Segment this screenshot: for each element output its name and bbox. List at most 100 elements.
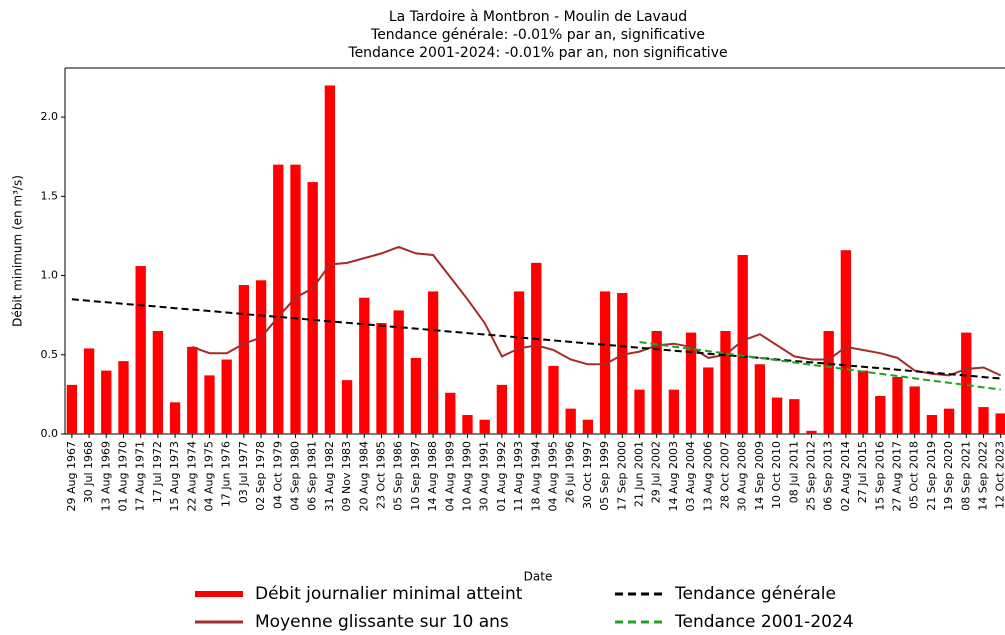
chart-subtitle: Tendance 2001-2024: -0.01% par an, non s…	[347, 45, 727, 61]
x-tick-label: 04 Aug 1975	[202, 441, 215, 511]
bar	[909, 386, 920, 434]
x-tick-label: 14 Sep 2009	[753, 441, 766, 511]
x-tick-label: 09 Nov 1983	[340, 441, 353, 511]
bar	[359, 297, 370, 434]
bar	[926, 414, 938, 434]
x-tick-label: 12 Oct 2023	[994, 441, 1005, 509]
y-tick-label: 0.0	[41, 427, 59, 440]
bar	[617, 292, 628, 434]
bar	[840, 250, 852, 434]
x-tick-label: 15 Sep 2016	[873, 441, 886, 511]
x-tick-label: 01 Aug 1970	[116, 441, 129, 511]
x-tick-label: 10 Sep 1987	[409, 441, 422, 511]
x-tick-label: 13 Aug 2006	[701, 441, 714, 511]
x-tick-label: 26 Jul 1996	[564, 441, 577, 503]
x-tick-label: 31 Aug 1982	[323, 441, 336, 511]
bar	[324, 85, 336, 434]
bar	[496, 384, 508, 434]
x-tick-label: 18 Aug 1994	[529, 441, 542, 511]
x-tick-label: 30 Aug 1991	[478, 441, 491, 511]
bar	[703, 367, 714, 434]
bar	[978, 407, 989, 434]
bar	[187, 346, 198, 434]
x-tick-label: 08 Jul 2011	[787, 441, 800, 503]
bar	[204, 375, 215, 434]
bar	[83, 348, 95, 434]
x-axis-label: Date	[524, 570, 553, 584]
bar	[806, 430, 817, 434]
bar	[531, 262, 542, 434]
bar	[393, 310, 404, 434]
bar	[668, 389, 680, 434]
x-tick-label: 29 Aug 1967	[65, 441, 78, 511]
x-tick-label: 30 Jul 1968	[82, 441, 95, 503]
x-tick-label: 04 Aug 1989	[443, 441, 456, 511]
x-tick-label: 14 Sep 2022	[976, 441, 989, 511]
x-tick-label: 25 Sep 2012	[804, 441, 817, 511]
bar	[513, 291, 525, 434]
x-tick-label: 06 Sep 1981	[306, 441, 319, 511]
bar	[238, 285, 250, 434]
x-tick-label: 03 Jul 1977	[237, 441, 250, 503]
bar	[427, 291, 439, 434]
bar	[101, 370, 112, 434]
x-tick-label: 20 Aug 1984	[357, 441, 370, 511]
x-tick-label: 04 Sep 1980	[288, 441, 301, 511]
x-tick-label: 21 Jun 2001	[632, 441, 645, 507]
bar	[857, 370, 869, 434]
x-tick-label: 05 Sep 1986	[392, 441, 405, 511]
x-tick-label: 17 Sep 2000	[615, 441, 628, 511]
bar	[685, 332, 697, 434]
x-tick-label: 08 Sep 2021	[959, 441, 972, 511]
x-tick-label: 23 Oct 1985	[374, 441, 387, 509]
x-tick-label: 27 Jul 2015	[856, 441, 869, 503]
bar	[754, 364, 766, 434]
chart-title: La Tardoire à Montbron - Moulin de Lavau…	[389, 9, 687, 25]
legend-label: Tendance générale	[674, 584, 836, 604]
x-tick-label: 29 Jul 2002	[650, 441, 663, 503]
bar	[118, 361, 129, 434]
bar	[892, 376, 903, 434]
x-tick-label: 06 Sep 2013	[822, 441, 835, 511]
bar	[651, 331, 662, 434]
y-tick-label: 0.5	[41, 348, 59, 361]
x-tick-label: 04 Aug 1995	[546, 441, 559, 511]
line	[71, 298, 1001, 380]
bar	[341, 380, 353, 434]
bar	[634, 389, 645, 434]
x-tick-label: 03 Aug 2004	[684, 441, 697, 511]
x-tick-label: 11 Aug 1993	[512, 441, 525, 511]
bar	[66, 384, 78, 434]
bar	[943, 408, 955, 434]
x-tick-label: 28 Oct 2007	[718, 441, 731, 509]
x-tick-label: 02 Sep 1978	[254, 441, 267, 511]
bar	[961, 332, 972, 434]
bar	[823, 331, 834, 434]
x-tick-label: 10 Oct 2010	[770, 441, 783, 509]
y-tick-label: 2.0	[41, 110, 59, 123]
bar	[221, 359, 232, 434]
x-tick-label: 05 Sep 1999	[598, 441, 611, 511]
bar	[720, 331, 731, 434]
bar	[599, 291, 611, 434]
bar	[995, 413, 1005, 434]
legend-label: Tendance 2001-2024	[674, 612, 854, 632]
line	[639, 341, 1001, 391]
legend-label: Moyenne glissante sur 10 ans	[255, 612, 509, 632]
bar	[737, 254, 748, 434]
bar	[462, 414, 473, 434]
bar	[789, 399, 800, 434]
x-tick-label: 17 Jun 1976	[220, 441, 233, 507]
x-tick-label: 02 Aug 2014	[839, 441, 852, 511]
legend-label: Débit journalier minimal atteint	[255, 584, 523, 604]
x-tick-label: 15 Aug 1973	[168, 441, 181, 511]
x-tick-label: 05 Oct 2018	[908, 441, 921, 509]
x-tick-label: 17 Aug 1971	[134, 441, 147, 511]
x-tick-label: 14 Aug 2003	[667, 441, 680, 511]
bar	[307, 182, 318, 434]
bar	[445, 392, 456, 434]
bar	[152, 331, 164, 434]
bar	[273, 164, 284, 434]
bar	[771, 397, 783, 434]
